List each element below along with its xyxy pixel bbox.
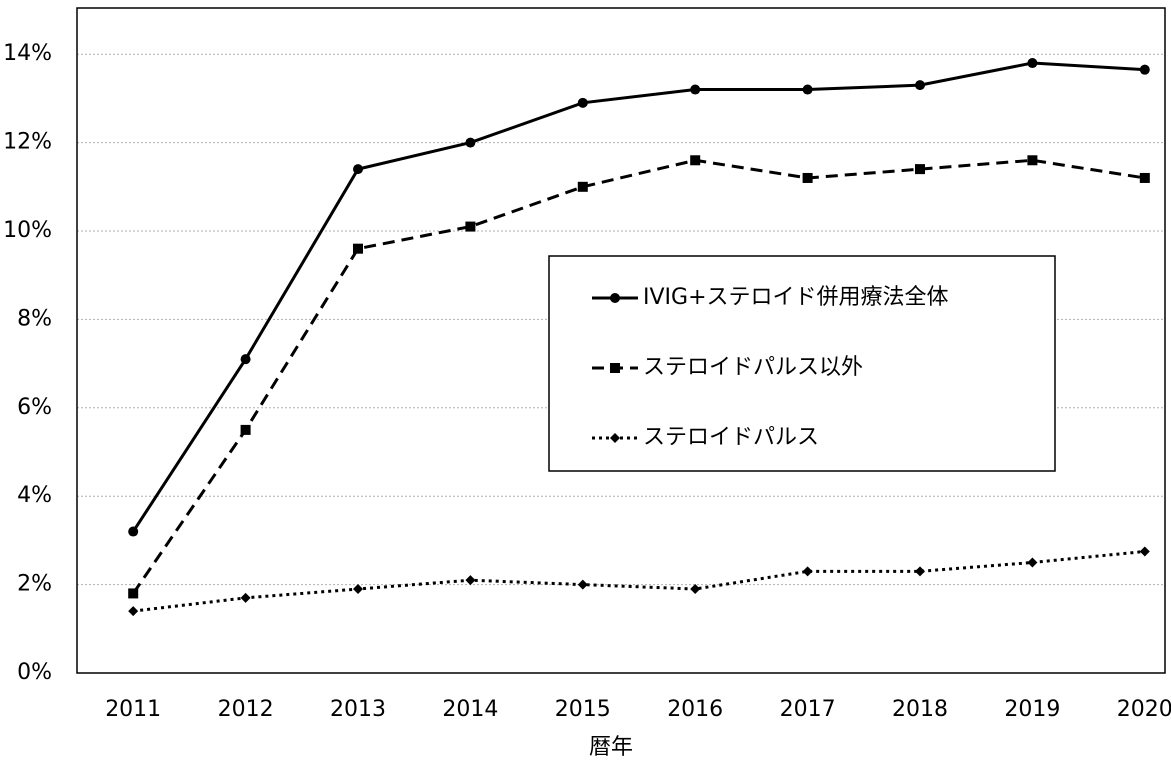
point (610, 433, 620, 443)
y-tick-label: 14% (3, 41, 52, 66)
legend-label: IVIG+ステロイド併用療法全体 (643, 285, 949, 310)
point (353, 584, 363, 595)
point (128, 588, 139, 599)
point (577, 97, 588, 108)
point (915, 164, 925, 175)
y-tick-label: 10% (3, 218, 52, 243)
y-tick-label: 8% (17, 306, 52, 331)
x-tick-label: 2018 (892, 697, 948, 722)
y-tick-label: 12% (3, 130, 52, 155)
x-tick-label: 2016 (667, 697, 723, 722)
point (465, 575, 476, 586)
point (915, 80, 925, 91)
point (577, 579, 588, 590)
point (353, 243, 363, 254)
point (1139, 64, 1150, 75)
point (240, 424, 251, 435)
series-line (131, 61, 1145, 533)
point (610, 293, 620, 303)
point (802, 566, 813, 577)
x-tick-label: 2014 (442, 697, 498, 722)
x-tick-label: 2015 (555, 697, 611, 722)
point (1027, 557, 1038, 568)
point (690, 584, 701, 595)
legend-box (548, 255, 1056, 472)
point (128, 526, 139, 537)
x-tick-label: 2011 (105, 697, 161, 722)
x-tick-label: 2017 (780, 697, 836, 722)
point (690, 84, 701, 95)
series-line (131, 158, 1146, 595)
x-tick-label: 2019 (1004, 697, 1060, 722)
plot-frame (76, 7, 1166, 674)
y-tick-label: 0% (17, 660, 52, 685)
y-tick-label: 4% (17, 483, 52, 508)
point (1027, 58, 1038, 69)
legend-label: ステロイドパルス以外 (643, 355, 863, 380)
point (465, 221, 476, 232)
point (465, 137, 476, 148)
point (128, 606, 139, 617)
point (915, 566, 925, 577)
series-line (133, 549, 1145, 613)
point (240, 592, 251, 603)
point (1139, 546, 1150, 557)
point (802, 84, 813, 95)
point (1027, 155, 1038, 166)
point (1139, 172, 1150, 183)
y-tick-label: 6% (17, 395, 52, 420)
legend-label: ステロイドパルス (643, 425, 819, 450)
point (610, 363, 620, 373)
y-tick-label: 2% (17, 572, 52, 597)
point (577, 181, 588, 192)
point (353, 164, 363, 175)
x-axis-title: 暦年 (589, 735, 633, 760)
x-tick-label: 2020 (1117, 697, 1171, 722)
x-tick-label: 2012 (218, 697, 274, 722)
x-tick-label: 2013 (330, 697, 386, 722)
point (240, 354, 251, 365)
point (802, 172, 813, 183)
point (690, 155, 701, 166)
